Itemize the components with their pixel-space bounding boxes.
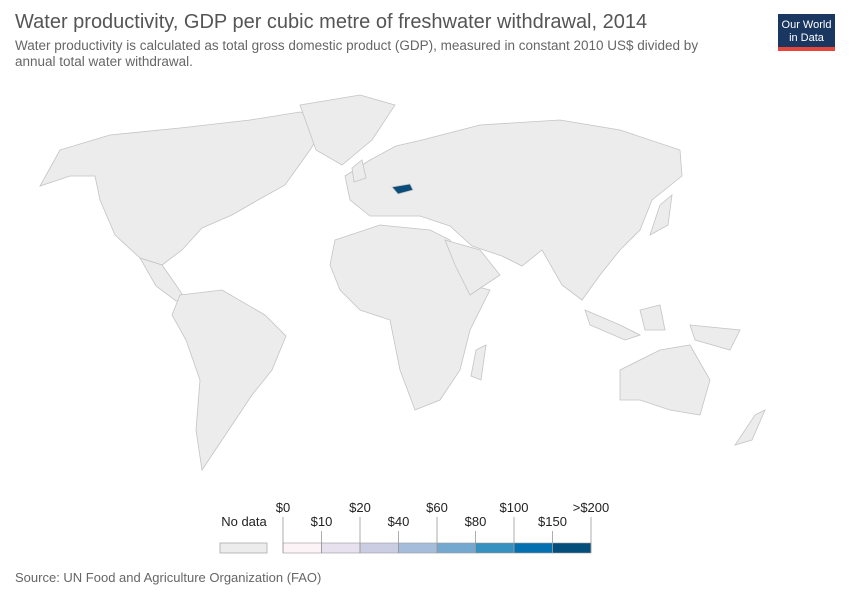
world-map <box>39 94 766 472</box>
title: Water productivity, GDP per cubic metre … <box>15 11 647 33</box>
legend-tick-label: $0 <box>276 500 290 515</box>
new-zealand[interactable] <box>734 409 766 446</box>
australia[interactable] <box>619 344 711 416</box>
slovakia[interactable] <box>391 183 414 195</box>
legend-bin <box>321 542 361 554</box>
legend-tick-label: $150 <box>538 514 567 529</box>
legend-tick-label: $80 <box>465 514 487 529</box>
legend-bin <box>282 542 322 554</box>
indonesia[interactable] <box>584 304 741 351</box>
legend-bin <box>552 542 592 554</box>
source: Source: UN Food and Agriculture Organiza… <box>15 570 321 585</box>
legend-tick-label: $60 <box>426 500 448 515</box>
legend-tick-label: >$200 <box>573 500 610 515</box>
logo-box <box>778 14 835 50</box>
legend: No data $0 $10 $20 $40 $60 $80 $100 $150 >$200 <box>219 500 610 554</box>
subtitle: Water productivity is calculated as tota… <box>15 38 698 53</box>
legend-tick-label: $10 <box>311 514 333 529</box>
madagascar[interactable] <box>470 344 487 381</box>
logo-text: in Data <box>789 32 825 44</box>
legend-bin <box>475 542 515 554</box>
legend-no-data-label: No data <box>221 514 267 529</box>
eurasia[interactable] <box>344 119 683 301</box>
logo-bar <box>778 47 835 51</box>
legend-bin <box>513 542 553 554</box>
south-america[interactable] <box>171 289 287 472</box>
legend-tick-label: $40 <box>388 514 410 529</box>
legend-bin <box>359 542 399 554</box>
legend-tick-label: $20 <box>349 500 371 515</box>
legend-tick-label: $100 <box>500 500 529 515</box>
greenland[interactable] <box>299 94 396 166</box>
uk[interactable] <box>351 159 367 183</box>
north-america[interactable] <box>39 111 331 266</box>
japan[interactable] <box>649 194 673 236</box>
arabia[interactable] <box>444 239 501 296</box>
logo-text: Our World <box>782 19 832 31</box>
legend-bin <box>398 542 438 554</box>
legend-bin <box>436 542 476 554</box>
legend-no-data-swatch <box>219 542 268 554</box>
subtitle: annual total water withdrawal. <box>15 54 193 69</box>
logo[interactable]: Our World in Data <box>778 14 835 51</box>
africa[interactable] <box>329 224 491 411</box>
